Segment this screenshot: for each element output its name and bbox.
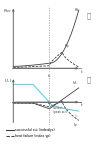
Text: $t_1$: $t_1$ <box>47 126 52 133</box>
Text: $R_{arc}$: $R_{arc}$ <box>3 7 13 15</box>
Legend: successful cut (index γs), heat failure (index γp): successful cut (index γs), heat failure … <box>6 128 55 138</box>
Text: ⓐ: ⓐ <box>86 12 90 19</box>
Text: $V_s$: $V_s$ <box>72 79 78 87</box>
Text: $U, I$: $U, I$ <box>4 77 13 84</box>
Text: Current
(peak arc): Current (peak arc) <box>48 103 67 114</box>
Text: $R_p$: $R_p$ <box>64 42 71 51</box>
Text: $I_s$: $I_s$ <box>74 112 78 120</box>
Text: t: t <box>81 70 83 74</box>
Text: $R_s$: $R_s$ <box>74 6 80 14</box>
Text: ⓑ: ⓑ <box>86 76 90 83</box>
Text: t: t <box>81 103 83 107</box>
Text: $t_1$: $t_1$ <box>47 72 52 80</box>
Text: $I_p$: $I_p$ <box>73 121 78 130</box>
